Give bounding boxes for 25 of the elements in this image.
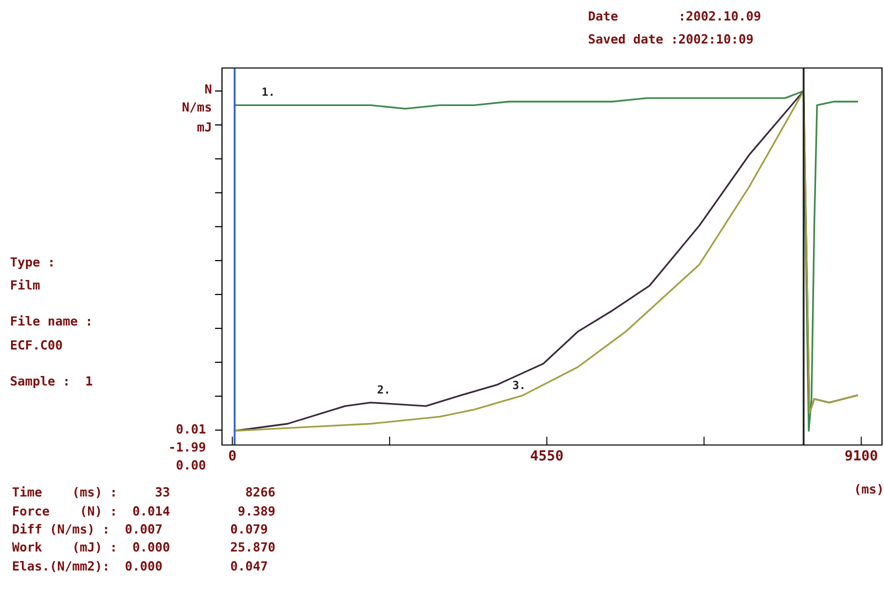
- text: N/ms: [182, 102, 211, 113]
- text: Type :: [10, 257, 52, 270]
- x-tick-label: 4550: [530, 450, 563, 461]
- text: N: [205, 84, 212, 94]
- x-tick-label: 9100: [845, 450, 878, 461]
- text: ECF.C00: [11, 340, 62, 350]
- text: Date :2002.10.09: [588, 11, 760, 21]
- text: Saved date :2002:10:09: [588, 34, 753, 44]
- series-label: 2.: [378, 385, 388, 394]
- text: Elas.(N/mm2): 0.000 0.047: [13, 560, 267, 572]
- text: mJ: [197, 122, 211, 132]
- series-label: 3.: [513, 380, 524, 390]
- text: 0.01: [176, 424, 206, 434]
- text: 0.00: [176, 460, 206, 470]
- x-tick-label: 0: [229, 450, 236, 461]
- text: Force (N) : 0.014 9.389: [13, 506, 275, 518]
- text: File name :: [11, 315, 90, 326]
- text: Work (mJ) : 0.000 25.870: [12, 542, 275, 554]
- series-label: 1.: [262, 88, 273, 96]
- text: Time (ms) : 33 8266: [12, 486, 275, 498]
- text: Diff (N/ms) : 0.007 0.079: [12, 523, 268, 536]
- x-axis-title: (ms): [856, 484, 882, 496]
- text: Film: [11, 279, 40, 290]
- text: -1.99: [170, 442, 206, 452]
- text: Sample : 1: [10, 376, 92, 388]
